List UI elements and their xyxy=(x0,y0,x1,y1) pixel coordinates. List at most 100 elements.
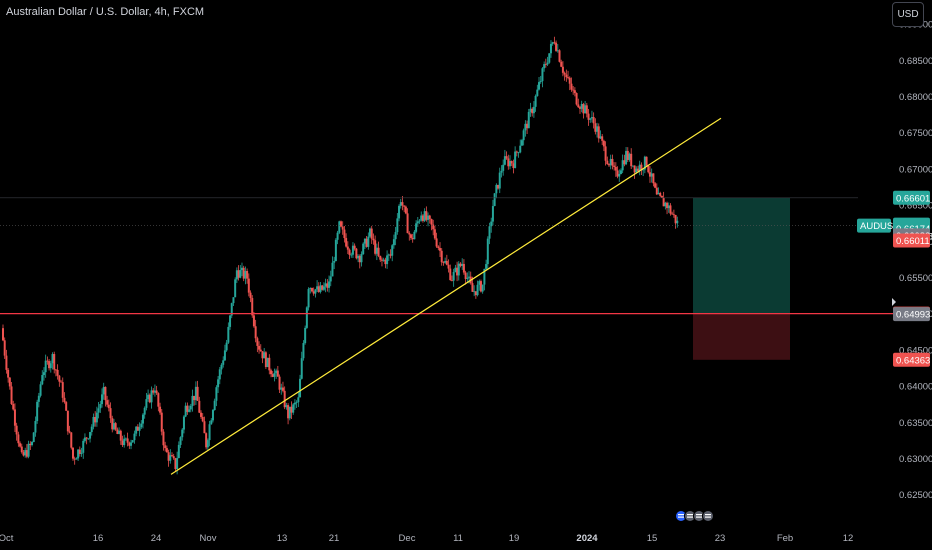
candle-body xyxy=(500,170,503,173)
candle-body xyxy=(191,395,194,406)
y-tick-label: 0.65500 xyxy=(899,273,932,284)
candle-body xyxy=(254,326,257,339)
candle-body xyxy=(527,111,530,129)
candle-body xyxy=(491,206,494,222)
candle-body xyxy=(479,281,482,292)
candle-body xyxy=(548,53,551,63)
candle-body xyxy=(293,402,296,405)
candle-body xyxy=(399,202,402,206)
candle-body xyxy=(153,390,156,393)
candle-body xyxy=(611,158,614,166)
candle-body xyxy=(159,406,162,413)
time-axis[interactable]: Oct 16 24 Nov 13 21 Dec 11 19 2024 15 23 Feb 12 xyxy=(0,533,853,544)
candle-body xyxy=(391,245,394,256)
candle-body xyxy=(229,315,232,327)
candle-body xyxy=(155,390,158,394)
symbol-tag-label: AUDUSD xyxy=(860,221,900,232)
candle-body xyxy=(206,440,209,448)
candle-body xyxy=(36,401,39,421)
event-flag-stripe xyxy=(696,514,702,516)
candle-body xyxy=(645,156,648,166)
candle-body xyxy=(387,254,390,256)
candle-body xyxy=(614,166,617,171)
event-flag-stripe xyxy=(696,516,702,518)
candle-body xyxy=(589,118,592,120)
candle-body xyxy=(433,229,436,239)
candle-body xyxy=(517,152,520,154)
y-tick-label: 0.64000 xyxy=(899,382,932,393)
candle-body xyxy=(454,267,457,272)
long-position-tool[interactable] xyxy=(693,197,790,360)
candle-body xyxy=(85,437,88,439)
candle-body xyxy=(541,68,544,82)
candle-body xyxy=(319,285,322,292)
candle-body xyxy=(252,315,255,327)
candle-body xyxy=(126,438,129,443)
candle-body xyxy=(210,420,213,425)
candle-body xyxy=(358,255,361,263)
candle-body xyxy=(430,218,433,225)
candle-body xyxy=(251,298,254,316)
candle-body xyxy=(637,168,640,171)
y-tick-label: 0.66500 xyxy=(899,201,932,212)
candle-body xyxy=(597,126,600,139)
symbol-tag-box xyxy=(857,218,891,233)
event-flag-stripe xyxy=(678,516,684,518)
price-tag-label: 0.66601 xyxy=(896,193,930,204)
x-tick-label: 16 xyxy=(93,533,104,544)
candle-body xyxy=(333,261,336,263)
candle-body xyxy=(240,267,243,271)
price-tag: 0.66011 xyxy=(893,233,930,248)
candle-body xyxy=(449,268,452,281)
candle-body xyxy=(384,259,387,265)
trendline xyxy=(170,117,722,475)
candle-body xyxy=(49,363,52,369)
candle-body xyxy=(483,268,486,285)
candle-body xyxy=(616,170,619,177)
candle-body xyxy=(172,456,175,459)
economic-events[interactable] xyxy=(675,510,714,522)
candle-body xyxy=(131,440,134,443)
x-tick-label: 23 xyxy=(715,533,726,544)
candle-body xyxy=(128,442,131,446)
candle-body xyxy=(143,407,146,415)
candle-body xyxy=(203,421,206,434)
candle-body xyxy=(476,284,479,296)
candle-body xyxy=(456,267,459,276)
candle-body xyxy=(628,153,631,160)
candle-body xyxy=(374,240,377,254)
candle-body xyxy=(32,432,35,442)
candle-body xyxy=(662,197,665,207)
candle-body xyxy=(217,379,220,388)
candle-body xyxy=(633,165,636,173)
candle-body xyxy=(379,255,382,260)
y-tick-label: 0.63500 xyxy=(899,418,932,429)
currency-button[interactable]: USD xyxy=(892,2,924,27)
candle-body xyxy=(360,254,363,263)
candle-body xyxy=(73,458,76,460)
candle-body xyxy=(363,238,366,244)
candle-body xyxy=(145,399,148,408)
candle-body xyxy=(334,239,337,262)
drawing-lines[interactable] xyxy=(0,117,896,475)
candle-body xyxy=(109,408,112,419)
candle-body xyxy=(478,281,481,285)
candle-body xyxy=(147,394,150,400)
candle-body xyxy=(302,343,305,359)
price-tag: 0.64363 xyxy=(893,352,930,367)
candle-body xyxy=(392,239,395,246)
candle-body xyxy=(264,352,267,368)
candle-body xyxy=(420,215,423,221)
candle-body xyxy=(213,400,216,411)
candle-body xyxy=(585,105,588,114)
candle-body xyxy=(495,184,498,194)
candle-body xyxy=(486,238,489,265)
candle-body xyxy=(270,370,273,375)
candle-body xyxy=(386,255,389,265)
x-tick-label: 13 xyxy=(277,533,288,544)
candle-body xyxy=(428,215,431,219)
candle-body xyxy=(561,66,564,73)
price-tag-label: 0.64363 xyxy=(896,355,930,366)
candle-body xyxy=(403,205,406,207)
